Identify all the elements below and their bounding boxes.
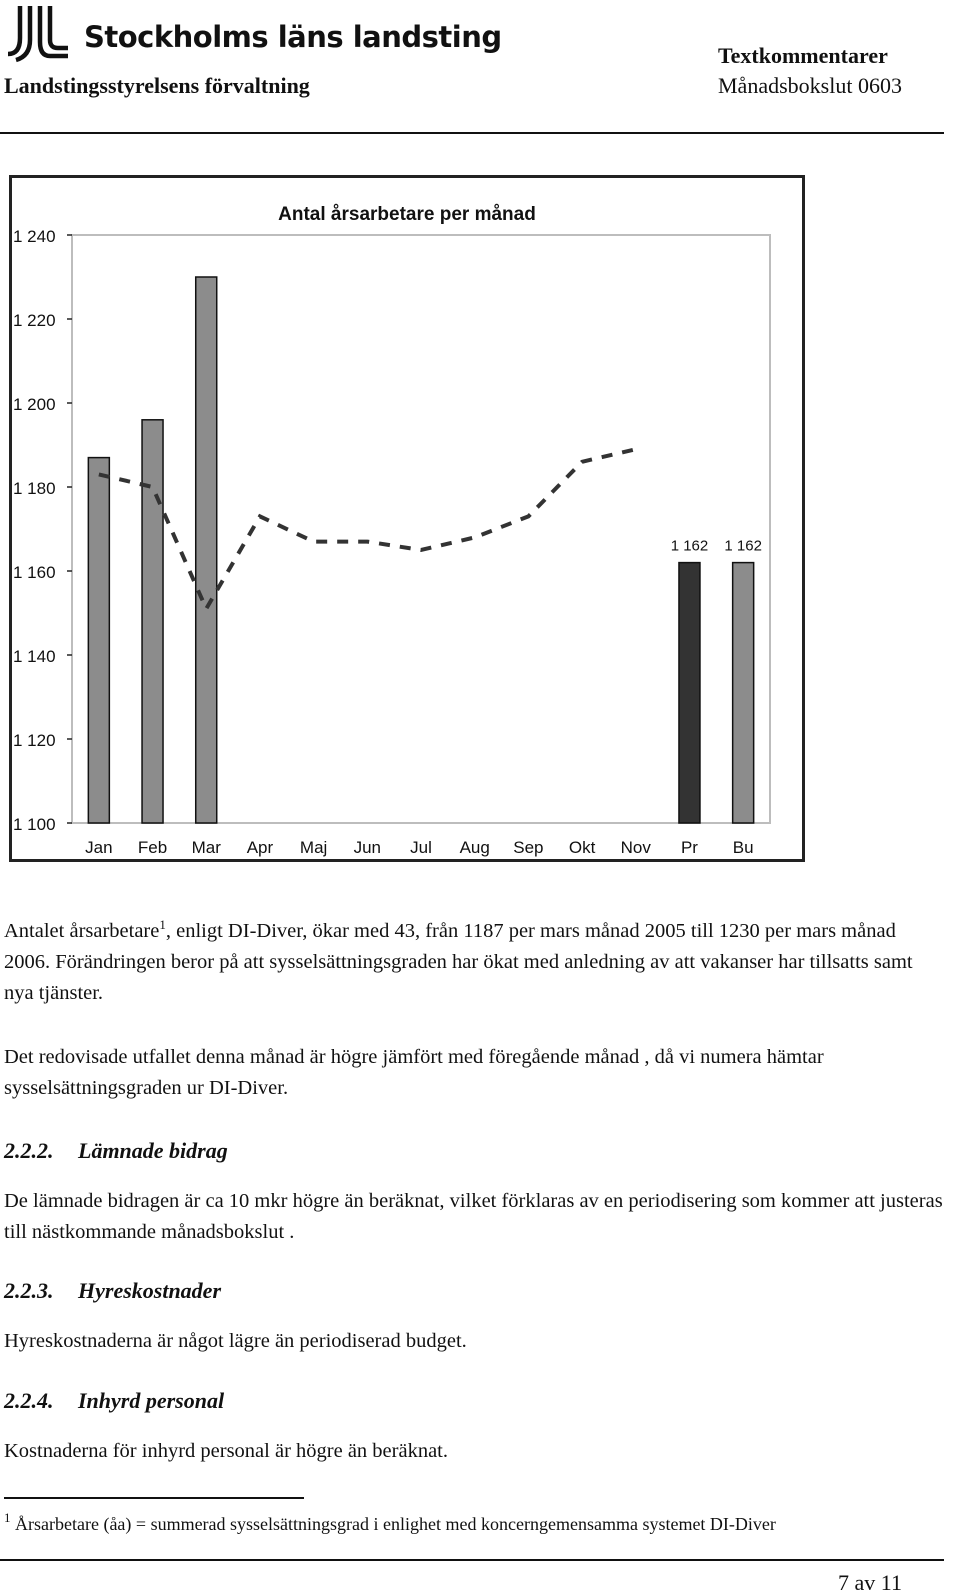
logo-wordmark: Stockholms läns landsting	[84, 20, 502, 54]
x-tick-label: Jan	[85, 838, 112, 857]
page-number: 7 av 11	[838, 1570, 902, 1595]
section-heading-inhyrd: 2.2.4. Inhyrd personal	[4, 1388, 224, 1414]
x-tick-label: Jul	[410, 838, 432, 857]
organization-name: Landstingsstyrelsens förvaltning	[4, 73, 310, 98]
paragraph-text: , enligt DI-Diver, ökar med 43, från 118…	[4, 920, 913, 1004]
x-tick-label: Okt	[569, 838, 596, 857]
footnote-ref: 1	[159, 917, 166, 932]
bar-jan	[87, 456, 111, 824]
data-label: 1 162	[671, 538, 709, 555]
paragraph-hyres: Hyreskostnaderna är något lägre än perio…	[4, 1330, 467, 1352]
x-tick-label: Sep	[513, 838, 543, 857]
x-tick-label: Pr	[681, 838, 698, 857]
footnote-divider	[4, 1497, 304, 1499]
y-tick-label: 1 120	[13, 731, 56, 750]
section-title: Inhyrd personal	[78, 1388, 225, 1413]
header-divider	[0, 132, 944, 134]
x-tick-label: Bu	[733, 838, 754, 857]
y-tick-label: 1 220	[13, 311, 56, 330]
y-tick-label: 1 200	[13, 395, 56, 414]
x-tick-label: Feb	[138, 838, 167, 857]
x-tick-label: Mar	[192, 838, 222, 857]
bar-mar	[194, 276, 218, 824]
section-title: Lämnade bidrag	[78, 1138, 228, 1163]
x-tick-label: Maj	[300, 838, 327, 857]
x-tick-label: Nov	[621, 838, 652, 857]
bar-pr	[678, 561, 701, 824]
trend-line	[98, 447, 637, 614]
bar-feb	[141, 419, 164, 824]
paragraph-inhyrd: Kostnaderna för inhyrd personal är högre…	[4, 1440, 448, 1462]
chart-title: Antal årsarbetare per månad	[278, 204, 536, 225]
employee-chart: Antal årsarbetare per månad 1 100 1 120 1 …	[9, 175, 807, 874]
y-tick-label: 1 160	[13, 563, 56, 582]
y-tick-label: 1 240	[13, 227, 56, 246]
data-label: 1 162	[724, 538, 762, 555]
footnote-number: 1	[4, 1510, 11, 1525]
y-tick-label: 1 140	[13, 647, 56, 666]
x-tick-label: Aug	[460, 838, 490, 857]
section-heading-hyres: 2.2.3. Hyreskostnader	[4, 1278, 221, 1304]
x-tick-label: Jun	[354, 838, 381, 857]
section-title: Hyreskostnader	[78, 1278, 221, 1303]
section-heading-bidrag: 2.2.2. Lämnade bidrag	[4, 1138, 228, 1164]
x-tick-label: Apr	[247, 838, 274, 857]
paragraph-bidrag: De lämnade bidragen är ca 10 mkr högre ä…	[4, 1190, 943, 1243]
paragraph-text: Antalet årsarbetare	[4, 920, 160, 942]
document-period: Månadsbokslut 0603	[718, 73, 902, 98]
bar-bu	[731, 561, 755, 824]
section-number: 2.2.2.	[4, 1138, 54, 1163]
footnote-text: Årsarbetare (åa) = summerad sysselsättni…	[15, 1514, 776, 1534]
y-tick-label: 1 180	[13, 479, 56, 498]
paragraph-outcome: Det redovisade utfallet denna månad är h…	[4, 1046, 824, 1099]
plot-area	[71, 234, 771, 824]
chart-canvas: Antal årsarbetare per månad 1 100 1 120 1 …	[9, 175, 805, 862]
footer-divider	[0, 1559, 944, 1561]
document-type: Textkommentarer	[718, 43, 888, 68]
section-number: 2.2.4.	[4, 1388, 54, 1413]
section-number: 2.2.3.	[4, 1278, 54, 1303]
paragraph-employees: Antalet årsarbetare1, enligt DI-Diver, ö…	[4, 916, 944, 1009]
y-tick-label: 1 100	[13, 815, 56, 834]
footnote: 1 Årsarbetare (åa) = summerad sysselsätt…	[4, 1511, 776, 1535]
organization-logo	[6, 4, 446, 66]
